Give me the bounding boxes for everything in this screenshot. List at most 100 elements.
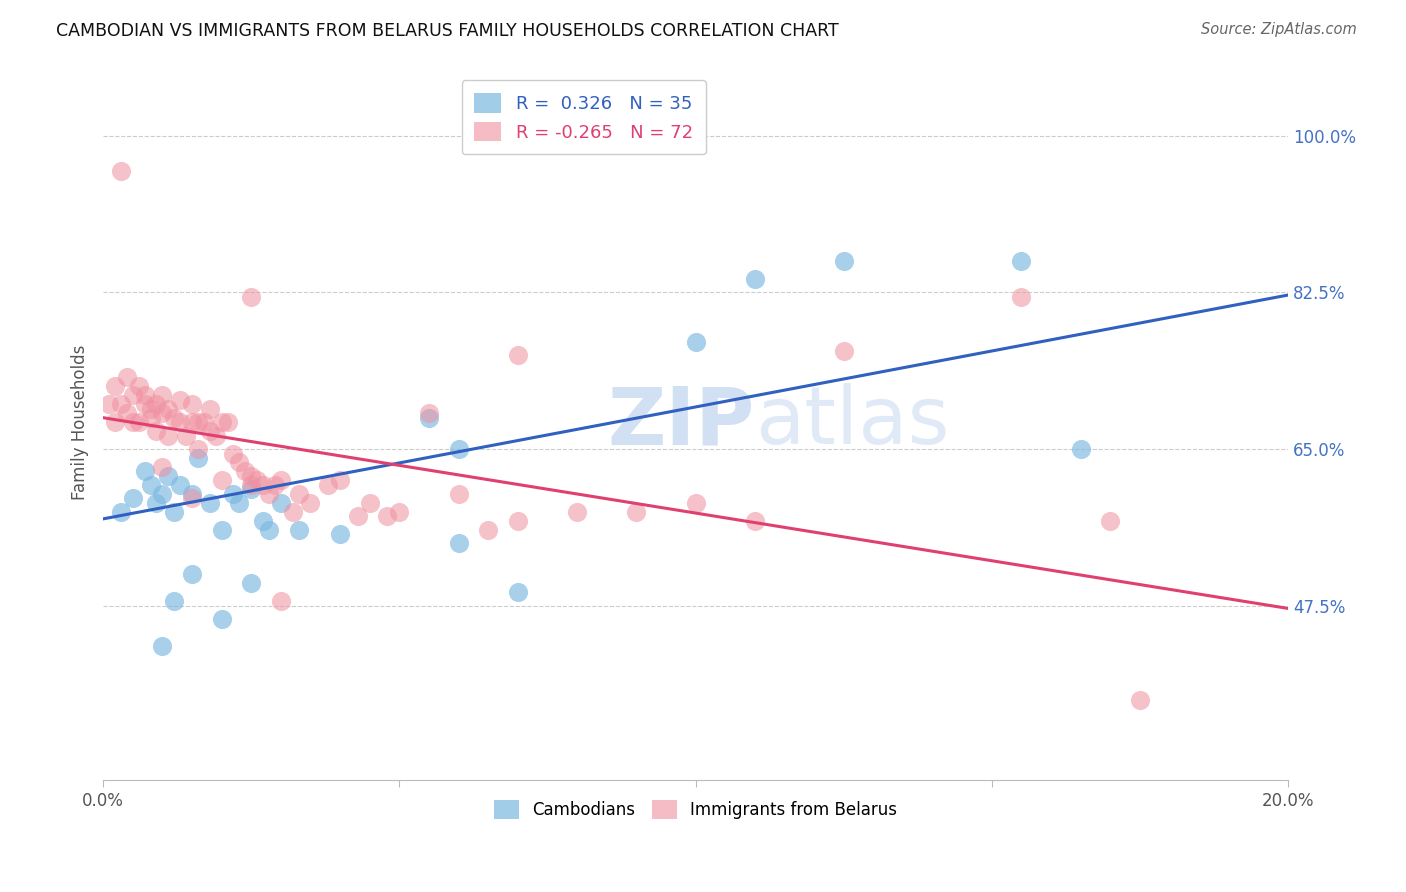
Point [134, 464, 156, 478]
Point [145, 424, 167, 438]
Point [257, 487, 280, 501]
Point [110, 397, 132, 411]
Point [240, 290, 263, 304]
Point [150, 388, 173, 402]
Point [211, 523, 233, 537]
Point [169, 415, 191, 429]
Point [287, 487, 309, 501]
Point [287, 523, 309, 537]
Point [744, 272, 766, 286]
Point [388, 505, 411, 519]
Point [1099, 514, 1122, 528]
Point [240, 469, 263, 483]
Point [139, 410, 162, 425]
Point [222, 446, 245, 460]
Point [104, 379, 127, 393]
Point [447, 442, 470, 456]
Text: ZIP: ZIP [607, 384, 755, 461]
Point [174, 428, 197, 442]
Point [246, 474, 269, 488]
Point [240, 576, 263, 591]
Point [115, 406, 138, 420]
Point [139, 478, 162, 492]
Point [626, 505, 648, 519]
Point [252, 478, 274, 492]
Point [506, 585, 529, 599]
Point [145, 397, 167, 411]
Point [157, 469, 180, 483]
Text: CAMBODIAN VS IMMIGRANTS FROM BELARUS FAMILY HOUSEHOLDS CORRELATION CHART: CAMBODIAN VS IMMIGRANTS FROM BELARUS FAM… [56, 22, 839, 40]
Point [270, 496, 292, 510]
Point [98, 397, 121, 411]
Point [181, 397, 204, 411]
Point [187, 415, 209, 429]
Point [128, 415, 150, 429]
Point [169, 392, 191, 407]
Text: Source: ZipAtlas.com: Source: ZipAtlas.com [1201, 22, 1357, 37]
Point [685, 334, 707, 349]
Point [115, 370, 138, 384]
Point [198, 401, 221, 416]
Point [240, 478, 263, 492]
Point [211, 415, 233, 429]
Point [150, 487, 173, 501]
Point [565, 505, 588, 519]
Point [110, 505, 132, 519]
Point [228, 455, 250, 469]
Point [187, 442, 209, 456]
Point [1010, 254, 1032, 268]
Point [110, 164, 132, 178]
Point [121, 388, 143, 402]
Point [233, 464, 256, 478]
Point [181, 567, 204, 582]
Point [477, 523, 499, 537]
Point [329, 527, 352, 541]
Point [299, 496, 322, 510]
Point [252, 514, 274, 528]
Point [257, 523, 280, 537]
Point [157, 428, 180, 442]
Point [128, 379, 150, 393]
Point [163, 410, 186, 425]
Point [506, 348, 529, 362]
Point [157, 401, 180, 416]
Point [181, 491, 204, 506]
Point [1070, 442, 1092, 456]
Point [217, 415, 239, 429]
Point [181, 415, 204, 429]
Point [134, 397, 156, 411]
Point [228, 496, 250, 510]
Point [139, 401, 162, 416]
Point [316, 478, 339, 492]
Point [150, 459, 173, 474]
Point [377, 509, 399, 524]
Point [418, 406, 440, 420]
Point [145, 496, 167, 510]
Text: atlas: atlas [755, 384, 949, 461]
Point [169, 478, 191, 492]
Point [198, 496, 221, 510]
Point [211, 612, 233, 626]
Point [744, 514, 766, 528]
Point [1129, 692, 1152, 706]
Point [121, 491, 143, 506]
Point [270, 594, 292, 608]
Y-axis label: Family Households: Family Households [72, 344, 89, 500]
Point [447, 487, 470, 501]
Point [418, 410, 440, 425]
Legend: Cambodians, Immigrants from Belarus: Cambodians, Immigrants from Belarus [488, 794, 904, 826]
Point [270, 474, 292, 488]
Point [832, 343, 855, 358]
Point [1010, 290, 1032, 304]
Point [832, 254, 855, 268]
Point [150, 639, 173, 653]
Point [222, 487, 245, 501]
Point [121, 415, 143, 429]
Point [187, 450, 209, 465]
Point [198, 424, 221, 438]
Point [163, 505, 186, 519]
Point [150, 406, 173, 420]
Point [359, 496, 381, 510]
Point [134, 388, 156, 402]
Point [163, 594, 186, 608]
